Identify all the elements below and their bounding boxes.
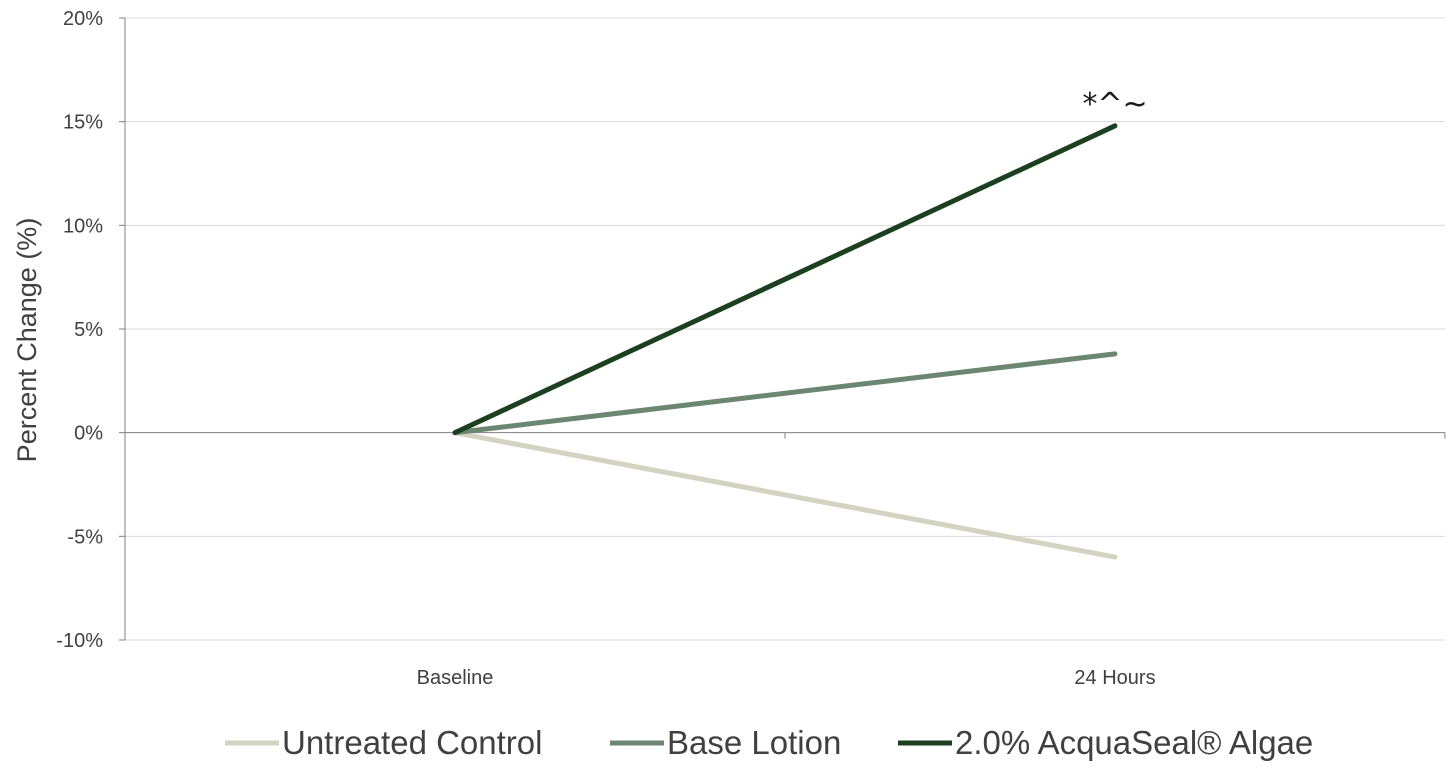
series-lines xyxy=(452,123,1118,560)
x-axis-ticks: Baseline 24 Hours xyxy=(417,667,1156,689)
significance-annotation: *^~ xyxy=(1082,87,1147,122)
y-tick-label: 20% xyxy=(63,8,103,30)
gridlines xyxy=(125,17,1445,641)
x-tick-label: Baseline xyxy=(417,667,494,689)
legend-label-base-lotion: Base Lotion xyxy=(667,724,841,761)
series-line-2-0-acquaseal-algae xyxy=(452,123,1118,436)
y-axis-ticks: 20% 15% 10% 5% 0% -5% -10% xyxy=(56,8,103,652)
axes xyxy=(119,17,1446,641)
annotations: *^~ xyxy=(1082,87,1147,122)
y-tick-label: 5% xyxy=(74,319,103,341)
y-tick-label: 15% xyxy=(63,112,103,134)
y-tick-label: -10% xyxy=(56,630,103,652)
y-tick-label: -5% xyxy=(67,526,103,548)
y-tick-label: 10% xyxy=(63,215,103,237)
y-tick-label: 0% xyxy=(74,423,103,445)
y-axis-title: Percent Change (%) xyxy=(12,218,42,463)
legend-label-2-0-acquaseal-algae: 2.0% AcquaSeal® Algae xyxy=(955,724,1313,761)
x-tick-label: 24 Hours xyxy=(1074,667,1155,689)
legend-label-untreated-control: Untreated Control xyxy=(282,724,542,761)
series-line-base-lotion xyxy=(452,351,1118,436)
series-line-untreated-control xyxy=(452,430,1118,560)
legend: Untreated Control Base Lotion 2.0% AcquaSe… xyxy=(225,724,1313,761)
